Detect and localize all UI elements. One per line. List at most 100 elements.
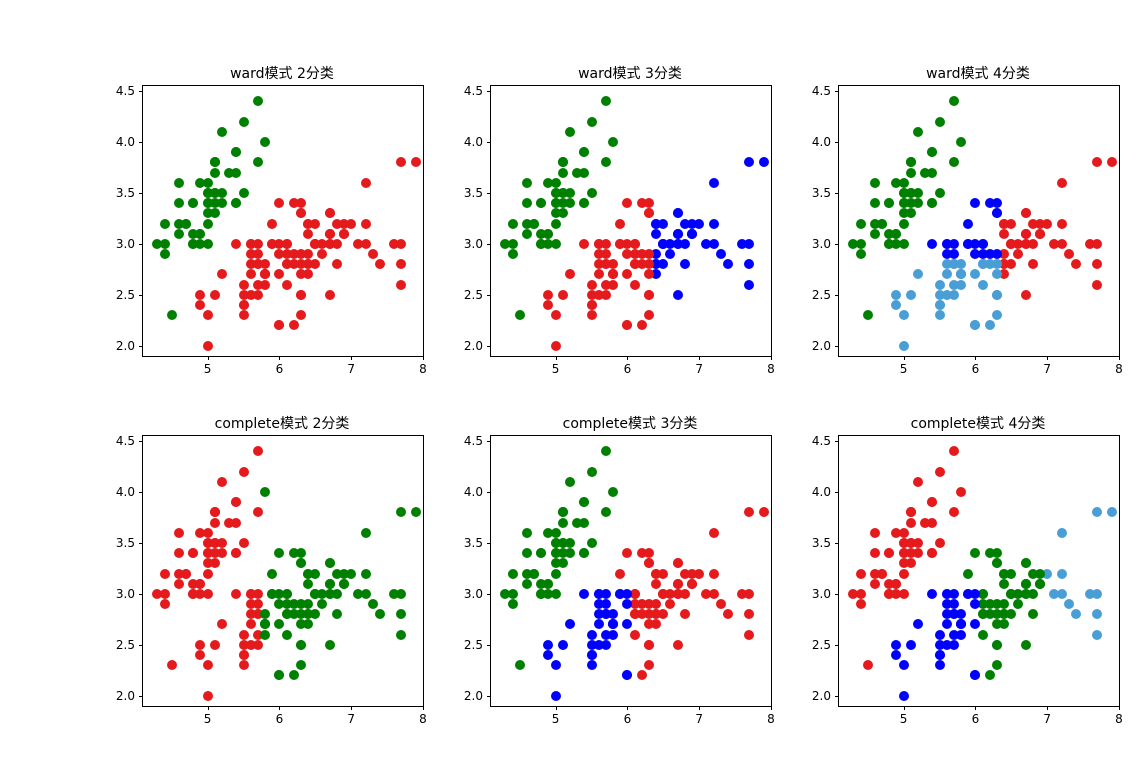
data-point	[673, 579, 683, 589]
data-point	[601, 446, 611, 456]
data-point	[870, 579, 880, 589]
data-point	[239, 300, 249, 310]
data-point	[891, 640, 901, 650]
y-tick	[835, 696, 839, 697]
data-point	[260, 630, 270, 640]
data-point	[978, 630, 988, 640]
data-point	[572, 518, 582, 528]
data-point	[217, 127, 227, 137]
data-point	[899, 691, 909, 701]
data-point	[956, 269, 966, 279]
data-point	[630, 280, 640, 290]
data-point	[949, 290, 959, 300]
data-point	[296, 660, 306, 670]
data-point	[673, 229, 683, 239]
data-point	[949, 239, 959, 249]
data-point	[174, 528, 184, 538]
data-point	[651, 569, 661, 579]
data-point	[723, 259, 733, 269]
data-point	[637, 320, 647, 330]
data-point	[891, 528, 901, 538]
data-point	[289, 548, 299, 558]
x-tick-label: 6	[624, 712, 632, 726]
data-point	[985, 320, 995, 330]
x-tick-label: 5	[900, 712, 908, 726]
y-tick-label: 2.5	[455, 288, 483, 302]
data-point	[260, 259, 270, 269]
data-point	[203, 558, 213, 568]
data-point	[906, 518, 916, 528]
y-tick	[487, 193, 491, 194]
y-tick	[835, 441, 839, 442]
y-tick	[139, 696, 143, 697]
data-point	[174, 229, 184, 239]
data-point	[680, 609, 690, 619]
data-point	[673, 239, 683, 249]
data-point	[565, 538, 575, 548]
y-tick-label: 2.5	[803, 638, 831, 652]
data-point	[870, 198, 880, 208]
data-point	[203, 660, 213, 670]
data-point	[195, 528, 205, 538]
data-point	[210, 507, 220, 517]
y-tick	[487, 594, 491, 595]
data-point	[744, 157, 754, 167]
y-tick-label: 3.0	[455, 587, 483, 601]
data-point	[913, 269, 923, 279]
data-point	[716, 599, 726, 609]
y-tick-label: 4.5	[803, 434, 831, 448]
y-tick-label: 3.5	[455, 186, 483, 200]
data-point	[949, 446, 959, 456]
data-point	[1057, 239, 1067, 249]
data-point	[920, 168, 930, 178]
data-point	[274, 599, 284, 609]
data-point	[174, 219, 184, 229]
data-point	[644, 640, 654, 650]
y-tick-label: 4.0	[107, 135, 135, 149]
y-tick-label: 2.5	[455, 638, 483, 652]
data-point	[368, 249, 378, 259]
data-point	[160, 569, 170, 579]
y-tick-label: 4.0	[455, 135, 483, 149]
data-point	[325, 558, 335, 568]
data-point	[863, 310, 873, 320]
data-point	[992, 290, 1002, 300]
data-point	[231, 147, 241, 157]
data-point	[253, 446, 263, 456]
data-point	[396, 259, 406, 269]
data-point	[551, 558, 561, 568]
data-point	[296, 599, 306, 609]
data-point	[587, 117, 597, 127]
x-tick	[699, 356, 700, 360]
data-point	[210, 548, 220, 558]
y-tick-label: 3.0	[107, 237, 135, 251]
data-point	[1021, 589, 1031, 599]
data-point	[870, 548, 880, 558]
x-tick	[975, 356, 976, 360]
data-point	[673, 640, 683, 650]
data-point	[361, 569, 371, 579]
data-point	[927, 147, 937, 157]
data-point	[160, 239, 170, 249]
data-point	[274, 249, 284, 259]
x-tick-label: 6	[972, 362, 980, 376]
data-point	[310, 589, 320, 599]
y-tick	[487, 645, 491, 646]
data-point	[522, 229, 532, 239]
data-point	[522, 528, 532, 538]
y-tick-label: 4.5	[107, 84, 135, 98]
x-tick	[423, 706, 424, 710]
x-tick-label: 7	[347, 712, 355, 726]
data-point	[253, 507, 263, 517]
data-point	[891, 178, 901, 188]
data-point	[1021, 640, 1031, 650]
data-point	[332, 259, 342, 269]
y-tick	[139, 441, 143, 442]
data-point	[899, 219, 909, 229]
data-point	[174, 198, 184, 208]
data-point	[160, 599, 170, 609]
data-point	[615, 239, 625, 249]
data-point	[508, 249, 518, 259]
data-point	[899, 310, 909, 320]
data-point	[927, 239, 937, 249]
